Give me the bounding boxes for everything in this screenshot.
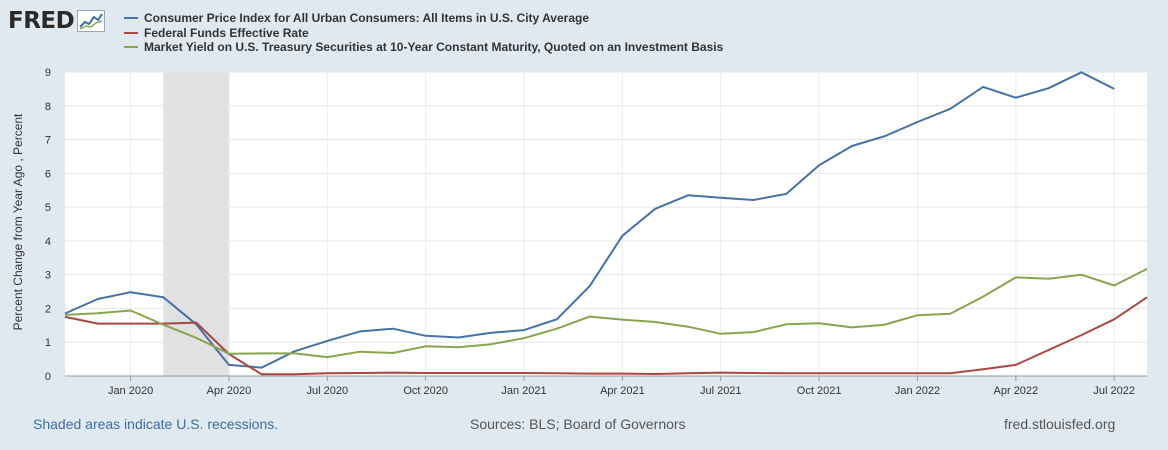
legend-label-tsy: Market Yield on U.S. Treasury Securities…	[144, 40, 724, 55]
series-line-cpi	[64, 71, 1115, 369]
legend-label-cpi: Consumer Price Index for All Urban Consu…	[144, 11, 589, 26]
y-tick-label: 2	[45, 303, 51, 315]
y-tick-label: 5	[45, 202, 51, 214]
fred-logo[interactable]: FRED	[8, 8, 106, 34]
y-tick-label: 0	[45, 371, 51, 383]
legend-item-ffr[interactable]: Federal Funds Effective Rate	[124, 26, 723, 41]
recession-note: Shaded areas indicate U.S. recessions.	[33, 416, 279, 432]
site-link[interactable]: fred.stlouisfed.org	[1004, 416, 1116, 432]
y-tick-label: 3	[45, 270, 51, 282]
x-tick-label: Jul 2022	[1093, 385, 1135, 397]
sources-text: Sources: BLS; Board of Governors	[470, 416, 686, 432]
fred-logo-text: FRED	[8, 8, 75, 34]
legend-item-tsy[interactable]: Market Yield on U.S. Treasury Securities…	[124, 40, 723, 55]
y-tick-label: 9	[45, 67, 51, 79]
y-tick-label: 4	[45, 236, 51, 248]
x-tick-label: Jan 2022	[895, 385, 940, 397]
legend-swatch-tsy	[124, 46, 138, 49]
y-tick-label: 1	[45, 337, 51, 349]
series-line-tsy	[64, 268, 1148, 359]
x-tick-label: Apr 2022	[994, 385, 1039, 397]
y-axis-label: Percent Change from Year Ago , Percent	[11, 113, 25, 330]
legend-item-cpi[interactable]: Consumer Price Index for All Urban Consu…	[124, 11, 723, 26]
x-tick-label: Oct 2020	[403, 385, 448, 397]
y-tick-label: 7	[45, 135, 51, 147]
chart-legend: Consumer Price Index for All Urban Consu…	[124, 11, 723, 55]
legend-swatch-cpi	[124, 17, 138, 20]
plot-area	[65, 72, 1147, 376]
x-tick-label: Jan 2021	[501, 385, 546, 397]
x-tick-label: Jul 2020	[307, 385, 349, 397]
x-tick-label: Jan 2020	[108, 385, 153, 397]
x-tick-label: Apr 2020	[207, 385, 252, 397]
legend-label-ffr: Federal Funds Effective Rate	[144, 25, 309, 40]
y-tick-label: 6	[45, 168, 51, 180]
x-tick-label: Jul 2021	[700, 385, 742, 397]
chart-line-icon	[77, 10, 106, 32]
recession-band	[163, 72, 229, 376]
x-tick-label: Oct 2021	[797, 385, 842, 397]
y-tick-label: 8	[45, 101, 51, 113]
x-tick-label: Apr 2021	[600, 385, 645, 397]
series-line-ffr	[64, 296, 1148, 376]
legend-swatch-ffr	[124, 31, 138, 34]
